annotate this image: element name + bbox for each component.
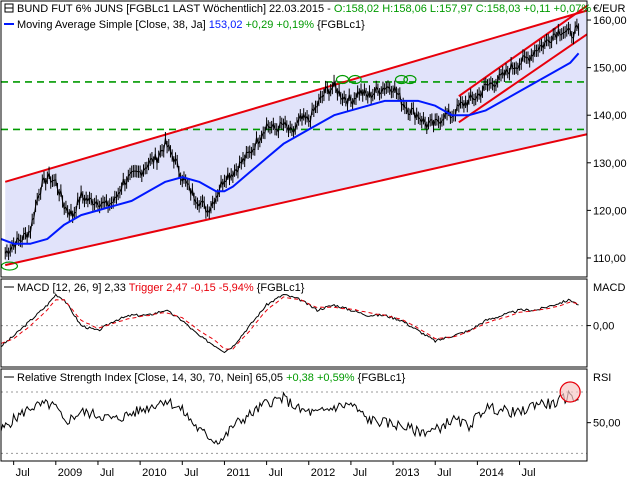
rsi-highlight-circle	[559, 381, 581, 403]
macd-y-tick-label: 0,00	[593, 321, 614, 333]
macd-legend-label: MACD [12, 26, 9] 2,33 Trigger 2,47 -0,15…	[17, 282, 305, 294]
price-y-tick-label: 160,00	[593, 15, 627, 27]
channel-lower-line	[4, 133, 588, 267]
rsi-y-tick-label: 50,00	[593, 418, 621, 430]
x-tick-label: Jul	[100, 467, 114, 479]
rsi-panel-frame	[0, 368, 588, 462]
x-tick-label: 2009	[58, 467, 82, 479]
rsi-panel-title: RSI	[593, 372, 611, 384]
x-tick-label: Jul	[16, 467, 30, 479]
price-y-tick-label: 110,00	[593, 253, 626, 265]
x-tick-label: 2010	[142, 467, 166, 479]
macd-trigger-line	[0, 296, 579, 350]
x-tick-label: 2013	[395, 467, 419, 479]
price-legend-instrument: BUND FUT 6% JUNS [FGBLc1 LAST Wöchentlic…	[17, 3, 591, 15]
top-marker-circle	[394, 74, 409, 85]
top-marker-circle	[348, 74, 362, 85]
rsi-legend-label: Relative Strength Index [Close, 14, 30, …	[17, 372, 406, 384]
price-y-tick-label: 150,00	[593, 63, 627, 75]
channel-upper-line	[4, 9, 588, 183]
x-tick-label: Jul	[437, 467, 451, 479]
x-tick-label: Jul	[269, 467, 283, 479]
top-marker-circle	[335, 74, 350, 85]
price-y-tick-label: 130,00	[593, 158, 627, 170]
x-tick-label: Jul	[522, 467, 536, 479]
moving-average-line	[0, 52, 580, 245]
short-channel-lower-line	[458, 33, 588, 124]
x-tick-label: 2011	[226, 467, 250, 479]
macd-panel-frame	[0, 278, 588, 368]
x-tick-label: Jul	[353, 467, 367, 479]
price-line	[4, 23, 580, 255]
price-panel-frame	[0, 0, 588, 278]
macd-panel-title: MACD	[593, 282, 625, 294]
price-y-tick-label: 120,00	[593, 205, 627, 217]
price-unit-label: €/EUR	[593, 3, 625, 15]
trend-channel-fill	[5, 10, 588, 266]
price-y-tick-label: 140,00	[593, 110, 627, 122]
x-tick-label: 2012	[311, 467, 335, 479]
top-marker-circle	[403, 74, 417, 85]
x-tick-label: Jul	[184, 467, 198, 479]
macd-line	[0, 293, 579, 354]
x-tick-label: 2014	[479, 467, 503, 479]
ma-legend-label: Moving Average Simple [Close, 38, Ja] 15…	[17, 19, 365, 31]
rsi-line	[0, 389, 579, 445]
